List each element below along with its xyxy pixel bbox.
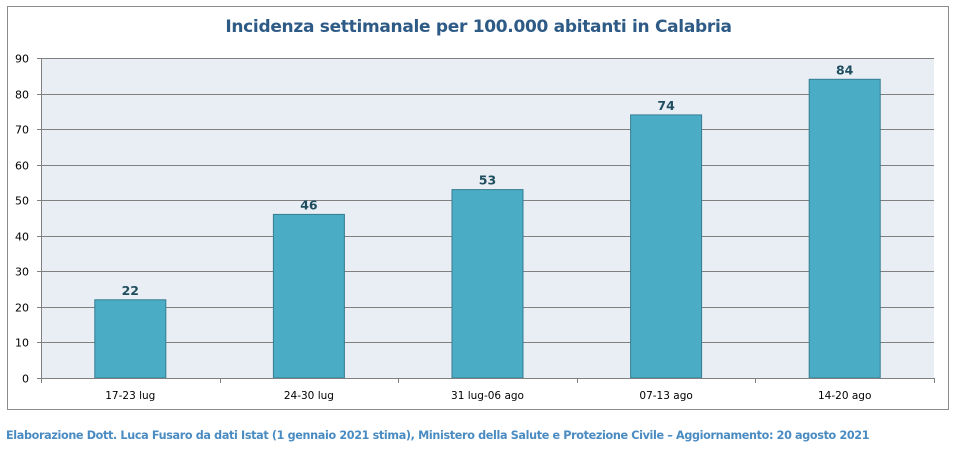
x-tick-label: 14-20 ago bbox=[818, 390, 871, 402]
y-tick-label: 10 bbox=[15, 337, 29, 350]
y-tick-label: 70 bbox=[15, 124, 29, 137]
y-tick-label: 0 bbox=[22, 373, 29, 386]
bar bbox=[808, 78, 881, 379]
source-footer: Elaborazione Dott. Luca Fusaro da dati I… bbox=[6, 429, 870, 442]
y-tick-label: 50 bbox=[15, 195, 29, 208]
data-label: 22 bbox=[122, 283, 139, 298]
x-tick-label: 24-30 lug bbox=[284, 390, 334, 402]
x-tick-label: 17-23 lug bbox=[105, 390, 155, 402]
bar bbox=[630, 114, 703, 379]
data-label: 84 bbox=[836, 62, 854, 77]
y-tick-label: 90 bbox=[15, 53, 29, 66]
x-tick-label: 31 lug-06 ago bbox=[451, 390, 524, 402]
data-label: 46 bbox=[300, 197, 318, 212]
bar bbox=[451, 189, 524, 379]
x-tick-label: 07-13 ago bbox=[639, 390, 692, 402]
y-axis-ticks: 0 10 20 30 40 50 60 70 80 90 bbox=[15, 53, 41, 386]
data-label: 74 bbox=[657, 98, 675, 113]
x-axis-ticks: 17-23 lug 24-30 lug 31 lug-06 ago 07-13 ago… bbox=[41, 378, 935, 402]
bar bbox=[272, 213, 345, 379]
bars bbox=[94, 78, 881, 379]
data-label: 53 bbox=[479, 173, 496, 188]
y-tick-label: 60 bbox=[15, 160, 29, 173]
y-tick-label: 30 bbox=[15, 266, 29, 279]
data-labels: 22 46 53 74 84 bbox=[122, 62, 854, 297]
y-tick-label: 80 bbox=[15, 89, 29, 102]
y-tick-label: 40 bbox=[15, 231, 29, 244]
chart-title: Incidenza settimanale per 100.000 abitan… bbox=[225, 17, 732, 37]
bar bbox=[94, 299, 167, 379]
y-tick-label: 20 bbox=[15, 302, 29, 315]
